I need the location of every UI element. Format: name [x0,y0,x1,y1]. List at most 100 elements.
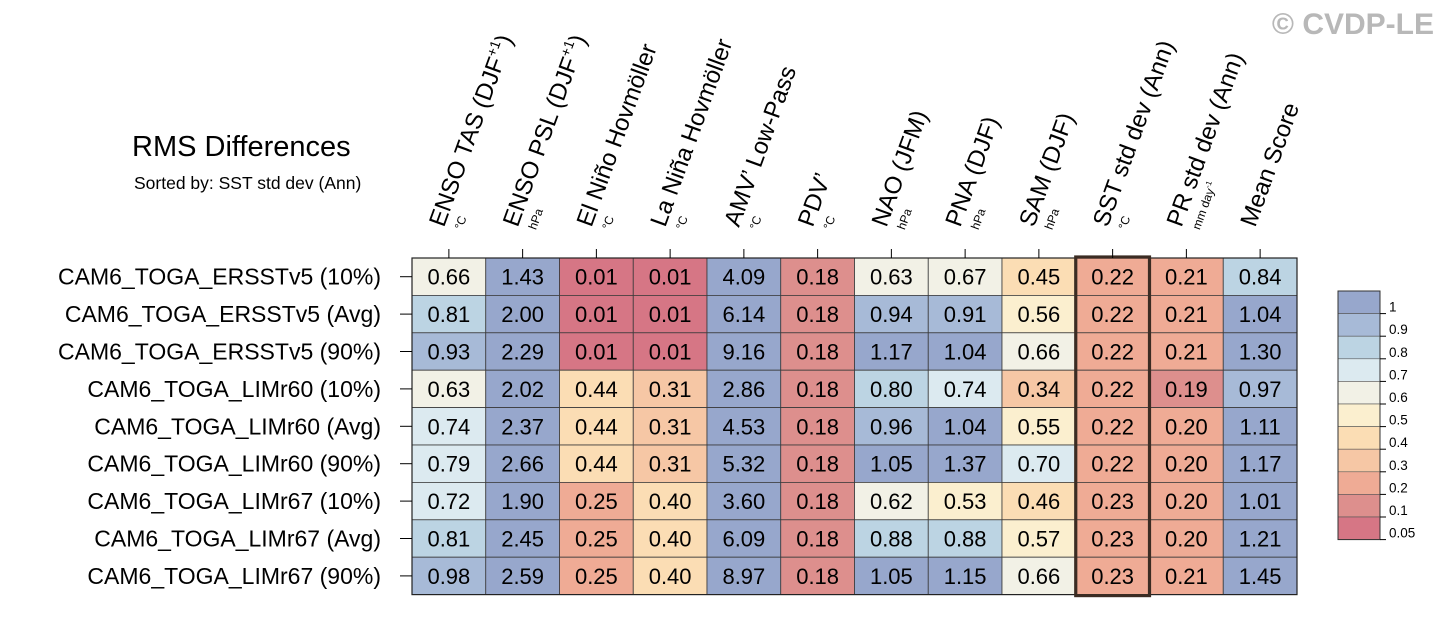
cell-value-label: 0.01 [575,340,618,365]
colorbar-label: 1 [1389,300,1397,315]
heatmap-cell [927,444,1003,483]
colorbar-swatch [1337,335,1381,360]
cell-value-label: 6.09 [722,527,765,552]
heatmap-cell [854,369,929,409]
cell-value-label: 0.44 [575,377,618,402]
heatmap-cell [854,444,929,483]
row-labels: CAM6_TOGA_ERSSTv5 (10%) CAM6_TOGA_ERSSTv5… [58,264,412,589]
heatmap-cell [927,556,1003,596]
heatmap-cell [559,481,634,521]
cell-value-label: 0.55 [1017,414,1060,439]
colorbar-swatch [1337,471,1381,495]
heatmap-cell [780,444,855,483]
heatmap-grid: 0.66 1.43 0.01 0.01 4.09 0.18 0.63 0.67 0.45 0.22… [411,255,1298,598]
cell-value-label: 1.30 [1239,340,1282,365]
cell-value-label: 0.23 [1091,527,1134,552]
cell-value-label: 1.04 [1239,302,1282,327]
cell-value-label: 0.34 [1017,377,1060,402]
heatmap-cell [1075,444,1150,483]
heatmap-cell [1222,369,1298,409]
cell-value-label: 0.19 [1165,377,1208,402]
cell-value-label: 0.74 [944,377,987,402]
cell-value-label: 2.45 [501,527,544,552]
cell-value-label: 0.25 [575,489,618,514]
column-header-label: El Niño Hovmöller [572,40,663,230]
cell-value-label: 0.63 [427,377,470,402]
colorbar-label: 0.1 [1389,503,1408,518]
column-header-label: AMV’ Low-Pass [719,62,802,230]
heatmap-cell [559,519,634,558]
heatmap-cell [1149,481,1224,521]
heatmap-cell [411,444,487,483]
colorbar-label: 0.9 [1389,322,1408,337]
cell-value-label: 0.44 [575,414,618,439]
cell-value-label: 0.22 [1091,340,1134,365]
colorbar-swatch [1337,516,1381,540]
heatmap-cell [1222,481,1298,521]
watermark: © CVDP-LE [1272,8,1434,41]
cell-value-label: 0.22 [1091,265,1134,290]
heatmap-cell [1149,294,1224,334]
cell-value-label: 2.02 [501,377,544,402]
cell-value-label: 0.46 [1017,489,1060,514]
heatmap-cell [927,257,1003,296]
cell-value-label: 0.93 [427,340,470,365]
column-unit-label: °C [821,214,839,232]
column-unit-label: °C [673,214,691,232]
heatmap-cell [632,444,708,483]
colorbar-border [1337,290,1381,541]
heatmap-cell [632,556,708,596]
colorbar: 1 0.9 0.8 0.7 0.6 0.5 0.4 0.3 0.2 0.1 0.05 [1337,290,1415,541]
colorbar-label: 0.2 [1389,480,1408,495]
cell-value-label: 1.04 [944,414,987,439]
row-label: CAM6_TOGA_LIMr60 (Avg) [94,413,381,439]
heatmap-cell [927,407,1003,446]
column-header-label: ENSO TAS (DJF+1) [422,31,518,231]
cell-value-label: 0.81 [427,302,470,327]
cell-value-label: 1.05 [870,452,913,477]
cell-value-label: 0.23 [1091,564,1134,589]
heatmap-cell [559,407,634,446]
heatmap-cell [1149,519,1224,558]
heatmap-cell [854,556,929,596]
heatmap-cell [854,519,929,558]
heatmap-cell [411,257,487,296]
column-header: PNA (DJF)hPa [940,113,1005,231]
heatmap-cell [559,369,634,409]
cell-value-label: 0.66 [1017,564,1060,589]
cell-value-label: 1.37 [944,452,987,477]
colorbar-swatch [1337,358,1381,382]
column-unit-label: hPa [894,206,915,231]
cell-value-label: 0.20 [1165,527,1208,552]
heatmap-cell [632,369,708,409]
cell-value-label: 0.31 [649,414,692,439]
cell-value-label: 0.44 [575,452,618,477]
colorbar-label: 0.4 [1389,435,1408,450]
heatmap-cell [485,481,560,521]
colorbar-swatch [1337,426,1381,450]
cell-value-label: 0.31 [649,452,692,477]
cell-value-label: 0.53 [944,489,987,514]
column-unit-label: hPa [526,206,547,231]
cell-value-label: 0.88 [870,527,913,552]
cell-value-label: 0.18 [796,377,839,402]
heatmap-cell [780,294,855,334]
cell-value-label: 1.17 [870,340,913,365]
cell-value-label: 0.22 [1091,452,1134,477]
column-header-label: La Niña Hovmöller [645,35,738,230]
cell-value-label: 0.98 [427,564,470,589]
cell-value-label: 0.21 [1165,302,1208,327]
heatmap-cell [1001,556,1077,596]
cell-value-label: 3.60 [722,489,765,514]
cell-value-label: 0.20 [1165,452,1208,477]
colorbar-label: 0.05 [1389,526,1415,541]
heatmap-cell [1075,519,1150,558]
row-label: CAM6_TOGA_LIMr67 (90%) [87,563,381,589]
column-header-label: ENSO PSL (DJF+1) [496,31,592,231]
colorbar-swatch [1337,403,1381,427]
heatmap-cell [1222,519,1298,558]
heatmap-cell [854,481,929,521]
cell-value-label: 0.21 [1165,265,1208,290]
heatmap-cell [780,257,855,296]
cell-value-label: 1.43 [501,265,544,290]
